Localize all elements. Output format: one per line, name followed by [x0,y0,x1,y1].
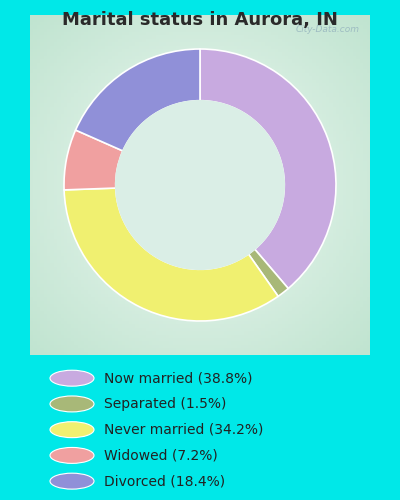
Text: Divorced (18.4%): Divorced (18.4%) [104,474,225,488]
Circle shape [50,448,94,464]
Wedge shape [248,249,288,296]
Text: Never married (34.2%): Never married (34.2%) [104,422,263,436]
Circle shape [50,370,94,386]
Wedge shape [200,49,336,288]
Circle shape [50,422,94,438]
Circle shape [50,396,94,412]
Wedge shape [64,130,123,190]
Text: City-Data.com: City-Data.com [296,25,360,34]
Circle shape [50,473,94,489]
Wedge shape [64,188,278,321]
Text: Widowed (7.2%): Widowed (7.2%) [104,448,218,462]
Circle shape [116,100,284,270]
Text: Marital status in Aurora, IN: Marital status in Aurora, IN [62,12,338,30]
Wedge shape [76,49,200,151]
Text: Separated (1.5%): Separated (1.5%) [104,397,226,411]
Text: Now married (38.8%): Now married (38.8%) [104,371,252,385]
